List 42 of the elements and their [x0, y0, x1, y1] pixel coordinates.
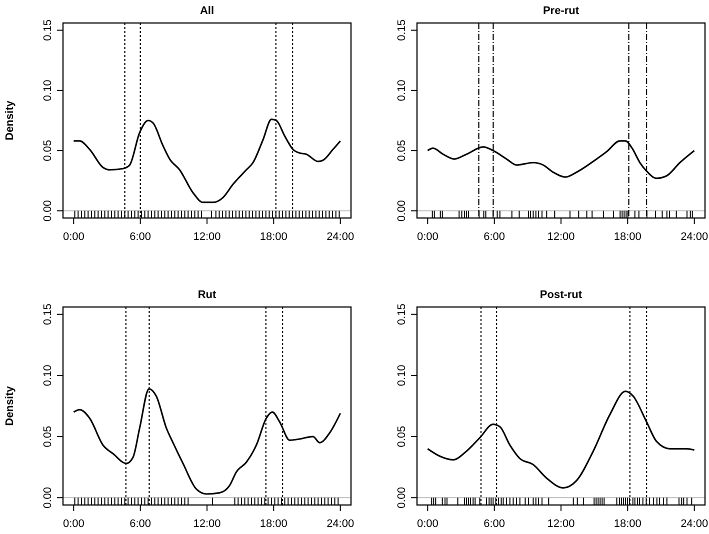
y-tick-label: 0.00 — [42, 200, 54, 222]
x-tick-label: 6:00 — [484, 518, 506, 530]
y-tick-label: 0.15 — [396, 304, 408, 326]
y-axis-title: Density — [4, 100, 16, 140]
y-tick-label: 0.10 — [396, 80, 408, 102]
x-tick-label: 18:00 — [614, 518, 642, 530]
y-tick-label: 0.15 — [42, 20, 54, 41]
chart-title: Pre-rut — [542, 5, 580, 17]
y-tick-label: 0.10 — [42, 80, 54, 102]
y-tick-label: 0.00 — [396, 486, 408, 508]
x-tick-label: 18:00 — [614, 231, 642, 243]
y-tick-label: 0.15 — [42, 304, 54, 326]
y-tick-label: 0.00 — [42, 486, 54, 508]
chart-title: All — [200, 5, 214, 17]
x-tick-label: 6:00 — [130, 518, 152, 530]
y-axis-title: Density — [4, 385, 16, 426]
y-tick-label: 0.05 — [42, 140, 54, 162]
x-tick-label: 18:00 — [260, 518, 288, 530]
y-tick-label: 0.05 — [396, 426, 408, 448]
x-tick-label: 12:00 — [547, 231, 575, 243]
x-tick-label: 12:00 — [547, 518, 575, 530]
x-tick-label: 24:00 — [326, 518, 354, 530]
x-tick-label: 6:00 — [130, 231, 152, 243]
chart-title: Rut — [198, 289, 216, 301]
chart-title: Post-rut — [540, 289, 582, 301]
y-tick-label: 0.10 — [42, 364, 54, 386]
x-tick-label: 0:00 — [62, 231, 84, 243]
x-tick-label: 0:00 — [416, 518, 438, 530]
x-tick-label: 18:00 — [260, 231, 288, 243]
x-tick-label: 24:00 — [680, 231, 708, 243]
x-tick-label: 24:00 — [680, 518, 708, 530]
x-tick-label: 0:00 — [416, 231, 438, 243]
y-tick-label: 0.05 — [396, 140, 408, 162]
x-tick-label: 24:00 — [326, 231, 354, 243]
x-tick-label: 12:00 — [193, 231, 221, 243]
x-tick-label: 12:00 — [193, 518, 221, 530]
x-tick-label: 6:00 — [484, 231, 506, 243]
y-tick-label: 0.15 — [396, 20, 408, 41]
y-tick-label: 0.00 — [396, 200, 408, 222]
x-tick-label: 0:00 — [62, 518, 84, 530]
y-tick-label: 0.05 — [42, 426, 54, 448]
y-tick-label: 0.10 — [396, 364, 408, 386]
